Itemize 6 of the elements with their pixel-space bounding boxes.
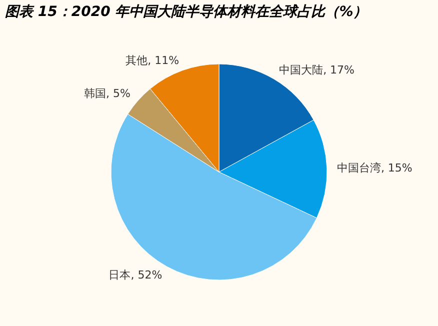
slice-label: 韩国, 5% xyxy=(84,86,130,100)
slice-label: 日本, 52% xyxy=(108,268,162,282)
chart-title: 图表 15：2020 年中国大陆半导体材料在全球占比（%） xyxy=(5,4,368,20)
slice-label: 其他, 11% xyxy=(126,54,180,67)
slice-label: 中国大陆, 17% xyxy=(279,63,355,76)
slice-label: 中国台湾, 15% xyxy=(336,161,412,174)
